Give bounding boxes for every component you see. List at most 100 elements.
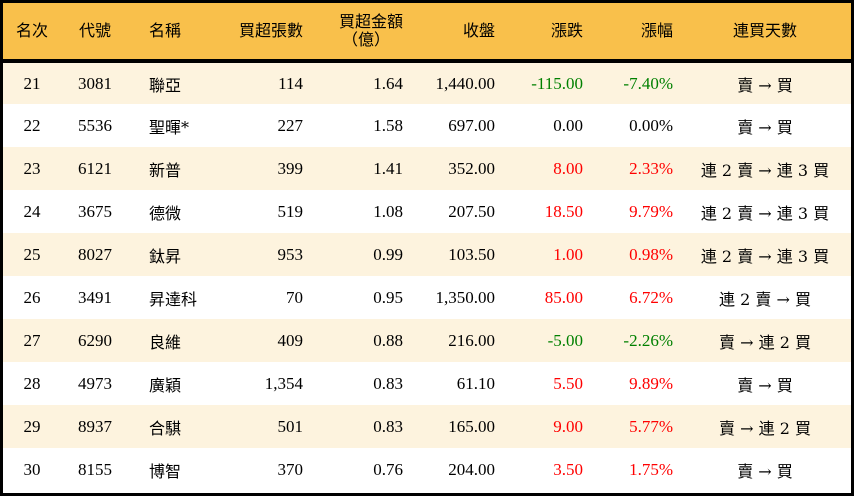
cell-change: 5.50	[553, 373, 583, 393]
cell-change-pct: -2.26%	[623, 330, 673, 350]
cell-name: 聖暉*	[149, 117, 190, 137]
cell-name: 新普	[149, 160, 182, 180]
header-change-pct: 漲幅	[589, 3, 679, 63]
table-row: 27 6290 良維 409 0.88 216.00 -5.00 -2.26% …	[3, 319, 851, 362]
table-row: 22 5536 聖暉* 227 1.58 697.00 0.00 0.00% 賣…	[3, 104, 851, 147]
header-streak: 連買天數	[679, 3, 851, 63]
cell-change: 3.50	[553, 459, 583, 479]
cell-change: 9.00	[553, 416, 583, 436]
cell-change-pct: 0.98%	[629, 244, 673, 264]
cell-close: 204.00	[448, 459, 495, 479]
table-row: 23 6121 新普 399 1.41 352.00 8.00 2.33% 連 …	[3, 147, 851, 190]
cell-net-buy-lots: 114	[278, 73, 303, 93]
cell-net-buy-amount: 1.41	[373, 158, 403, 178]
header-net-buy-amount: 買超金額 （億）	[309, 3, 409, 63]
cell-name: 昇達科	[149, 289, 198, 309]
table-row: 24 3675 德微 519 1.08 207.50 18.50 9.79% 連…	[3, 190, 851, 233]
header-name: 名稱	[129, 3, 225, 63]
cell-net-buy-lots: 70	[286, 287, 303, 307]
cell-net-buy-lots: 1,354	[264, 373, 303, 393]
table-body: 21 3081 聯亞 114 1.64 1,440.00 -115.00 -7.…	[3, 61, 851, 491]
cell-name: 博智	[149, 461, 182, 481]
cell-net-buy-lots: 519	[277, 201, 304, 221]
cell-net-buy-amount: 0.83	[373, 416, 403, 436]
cell-close: 207.50	[448, 201, 495, 221]
cell-rank: 29	[23, 416, 41, 436]
cell-rank: 26	[23, 287, 41, 307]
header-net-buy-amount-line2: （億）	[341, 30, 390, 49]
cell-change-pct: 9.79%	[629, 201, 673, 221]
cell-streak: 賣 → 連 2 買	[719, 418, 811, 438]
table-row: 28 4973 廣穎 1,354 0.83 61.10 5.50 9.89% 賣…	[3, 362, 851, 405]
cell-code: 8937	[78, 416, 112, 436]
cell-rank: 27	[23, 330, 41, 350]
cell-net-buy-amount: 1.08	[373, 201, 403, 221]
cell-close: 103.50	[448, 244, 495, 264]
cell-change: 1.00	[553, 244, 583, 264]
cell-net-buy-amount: 1.58	[373, 115, 403, 135]
cell-code: 5536	[78, 115, 112, 135]
cell-code: 3675	[78, 201, 112, 221]
cell-streak: 賣 → 買	[737, 75, 793, 95]
cell-code: 8155	[78, 459, 112, 479]
cell-close: 697.00	[448, 115, 495, 135]
header-change: 漲跌	[501, 3, 589, 63]
cell-net-buy-amount: 0.95	[373, 287, 403, 307]
table-header: 名次 代號 名稱 買超張數 買超金額 （億） 收盤 漲跌 漲幅 連買天數	[3, 3, 851, 63]
cell-change: 18.50	[544, 201, 583, 221]
cell-change-pct: -7.40%	[623, 73, 673, 93]
cell-close: 61.10	[456, 373, 495, 393]
cell-streak: 賣 → 買	[737, 117, 793, 137]
cell-rank: 23	[23, 158, 41, 178]
cell-streak: 連 2 賣 → 買	[719, 289, 811, 309]
cell-name: 合騏	[149, 418, 182, 438]
cell-rank: 30	[23, 459, 41, 479]
cell-change: 85.00	[544, 287, 583, 307]
header-net-buy-lots: 買超張數	[225, 3, 309, 63]
header-code: 代號	[61, 3, 129, 63]
cell-streak: 連 2 賣 → 連 3 買	[700, 203, 830, 223]
cell-rank: 21	[23, 73, 41, 93]
header-rank: 名次	[3, 3, 61, 63]
cell-streak: 賣 → 連 2 買	[719, 332, 811, 352]
cell-code: 8027	[78, 244, 112, 264]
cell-net-buy-lots: 501	[277, 416, 304, 436]
cell-net-buy-lots: 227	[277, 115, 304, 135]
cell-streak: 連 2 賣 → 連 3 買	[700, 160, 830, 180]
cell-change-pct: 6.72%	[629, 287, 673, 307]
cell-name: 良維	[149, 332, 182, 352]
cell-change: -5.00	[547, 330, 583, 350]
cell-rank: 22	[23, 115, 41, 135]
cell-close: 1,440.00	[435, 73, 496, 93]
cell-net-buy-lots: 399	[277, 158, 304, 178]
cell-name: 鈦昇	[149, 246, 182, 266]
cell-streak: 連 2 賣 → 連 3 買	[700, 246, 830, 266]
cell-close: 165.00	[448, 416, 495, 436]
cell-code: 4973	[78, 373, 112, 393]
cell-close: 352.00	[448, 158, 495, 178]
cell-code: 3081	[78, 73, 112, 93]
table-row: 25 8027 鈦昇 953 0.99 103.50 1.00 0.98% 連 …	[3, 233, 851, 276]
cell-change-pct: 5.77%	[629, 416, 673, 436]
cell-net-buy-amount: 1.64	[373, 73, 403, 93]
cell-net-buy-lots: 409	[277, 330, 304, 350]
cell-change-pct: 1.75%	[629, 459, 673, 479]
cell-net-buy-lots: 370	[277, 459, 304, 479]
cell-change: 8.00	[553, 158, 583, 178]
cell-change-pct: 9.89%	[629, 373, 673, 393]
cell-close: 216.00	[448, 330, 495, 350]
header-close: 收盤	[409, 3, 501, 63]
cell-rank: 28	[23, 373, 41, 393]
cell-net-buy-lots: 953	[277, 244, 304, 264]
cell-change-pct: 0.00%	[629, 115, 673, 135]
header-row: 名次 代號 名稱 買超張數 買超金額 （億） 收盤 漲跌 漲幅 連買天數	[3, 3, 851, 63]
table-row: 21 3081 聯亞 114 1.64 1,440.00 -115.00 -7.…	[3, 61, 851, 104]
cell-streak: 賣 → 買	[737, 375, 793, 395]
cell-code: 6121	[78, 158, 112, 178]
cell-change: -115.00	[531, 73, 583, 93]
table-row: 29 8937 合騏 501 0.83 165.00 9.00 5.77% 賣 …	[3, 405, 851, 448]
cell-name: 德微	[149, 203, 182, 223]
table-row: 26 3491 昇達科 70 0.95 1,350.00 85.00 6.72%…	[3, 276, 851, 319]
header-net-buy-amount-line1: 買超金額	[338, 12, 403, 31]
